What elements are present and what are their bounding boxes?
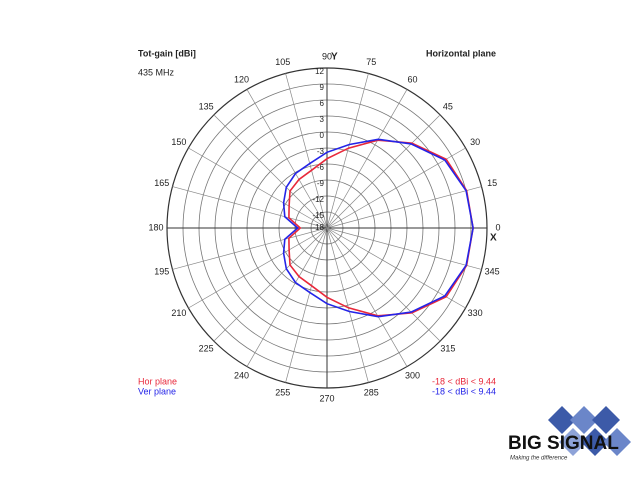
spoke	[172, 227, 328, 270]
r-tick-label: 6	[320, 99, 325, 108]
r-tick-label: -18	[312, 223, 324, 232]
spoke	[246, 227, 328, 367]
angle-label: 0	[495, 222, 500, 232]
r-tick-label: 12	[315, 67, 324, 76]
angle-label: 300	[405, 370, 420, 380]
r-tick-label: -6	[317, 163, 325, 172]
angle-label: 90	[322, 51, 332, 61]
r-tick-label: 3	[320, 115, 325, 124]
angle-label: 30	[470, 137, 480, 147]
logo-diamond	[570, 406, 598, 434]
angle-label: 180	[148, 222, 163, 232]
angle-label: 255	[275, 388, 290, 398]
plane-label: Horizontal plane	[426, 48, 496, 58]
angle-label: 120	[234, 74, 249, 84]
angle-label: 210	[171, 308, 186, 318]
spoke	[326, 227, 441, 342]
pattern-line	[282, 138, 474, 318]
legend-label: Hor plane	[138, 376, 177, 386]
legend-range: -18 < dBi < 9.44	[432, 376, 496, 386]
r-tick-label: 0	[320, 131, 325, 140]
spoke	[326, 227, 408, 367]
r-tick-label: -12	[312, 195, 324, 204]
spoke	[188, 147, 328, 229]
legend-range: -18 < dBi < 9.44	[432, 386, 496, 396]
angle-label: 150	[171, 137, 186, 147]
r-tick-label: 9	[320, 83, 325, 92]
angle-label: 45	[443, 101, 453, 111]
spoke	[285, 227, 328, 383]
angle-label: 75	[366, 57, 376, 67]
logo-diamond	[559, 428, 587, 456]
spoke	[326, 147, 466, 229]
spoke	[326, 73, 369, 229]
spoke	[326, 114, 441, 229]
angle-label: 315	[440, 343, 455, 353]
spoke	[326, 227, 482, 270]
chart-subtitle: 435 MHz	[138, 67, 175, 77]
angle-label: 345	[485, 267, 500, 277]
spoke	[213, 227, 328, 342]
r-tick-label: -3	[317, 147, 325, 156]
legend-label: Ver plane	[138, 386, 176, 396]
y-axis-label: Y	[331, 52, 338, 63]
logo-diamond	[603, 428, 631, 456]
spoke	[246, 89, 328, 229]
spoke	[326, 227, 369, 383]
spoke	[326, 227, 466, 309]
spoke	[326, 89, 408, 229]
logo-tagline: Making the difference	[510, 456, 568, 462]
spoke	[285, 73, 328, 229]
logo: BIG SIGNAL Making the difference	[508, 406, 631, 462]
logo-diamond	[548, 406, 576, 434]
r-tick-label: -15	[312, 211, 324, 220]
angle-label: 330	[468, 308, 483, 318]
angle-label: 225	[199, 343, 214, 353]
chart-title: Tot-gain [dBi]	[138, 48, 196, 58]
spoke	[172, 186, 328, 229]
angle-label: 135	[199, 101, 214, 111]
spoke	[213, 114, 328, 229]
angle-label: 165	[154, 178, 169, 188]
logo-diamond	[581, 428, 609, 456]
logo-diamond	[592, 406, 620, 434]
x-axis-label: X	[490, 233, 497, 244]
angle-label: 60	[407, 74, 417, 84]
angle-label: 270	[319, 393, 334, 403]
logo-name: BIG SIGNAL	[508, 433, 619, 454]
angle-label: 240	[234, 370, 249, 380]
r-tick-label: -9	[317, 179, 325, 188]
angle-label: 195	[154, 267, 169, 277]
angle-label: 285	[364, 388, 379, 398]
spoke	[326, 186, 482, 229]
spoke	[188, 227, 328, 309]
angle-label: 105	[275, 57, 290, 67]
angle-label: 15	[487, 178, 497, 188]
